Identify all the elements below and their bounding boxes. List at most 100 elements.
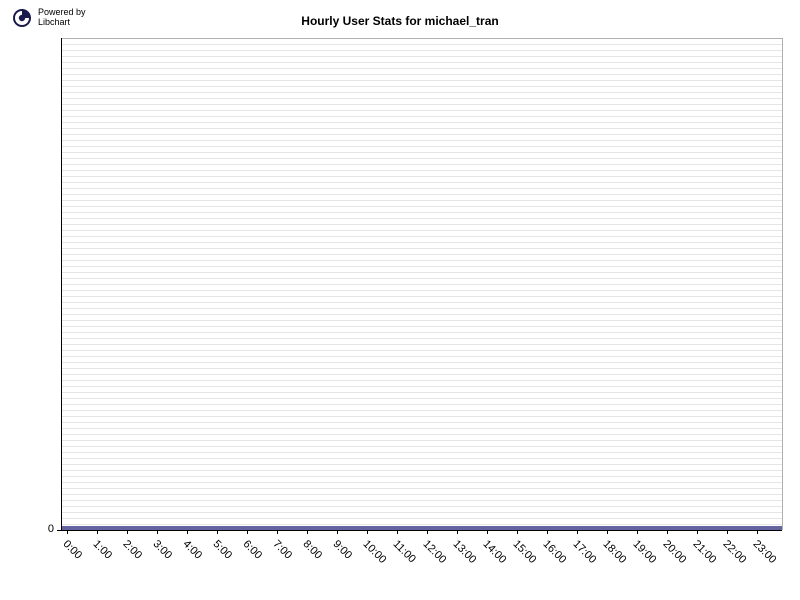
grid-line — [62, 296, 782, 297]
grid-line — [62, 104, 782, 105]
grid-line — [62, 416, 782, 417]
x-tick-label: 21:00 — [690, 538, 718, 566]
x-tick-label: 14:00 — [480, 538, 508, 566]
x-tick-label: 10:00 — [360, 538, 388, 566]
grid-line — [62, 290, 782, 291]
x-tick-label: 9:00 — [330, 538, 354, 562]
x-tick-label: 2:00 — [120, 538, 144, 562]
grid-line — [62, 212, 782, 213]
grid-line — [62, 68, 782, 69]
grid-line — [62, 188, 782, 189]
grid-line — [62, 482, 782, 483]
grid-line — [62, 446, 782, 447]
x-axis-line — [61, 530, 782, 531]
grid-line — [62, 422, 782, 423]
grid-line — [62, 134, 782, 135]
grid-line — [62, 344, 782, 345]
x-tick-label: 23:00 — [750, 538, 778, 566]
x-tick-label: 3:00 — [150, 538, 174, 562]
grid-line — [62, 98, 782, 99]
x-tick-label: 0:00 — [60, 538, 84, 562]
grid-line — [62, 236, 782, 237]
x-tick-label: 16:00 — [540, 538, 568, 566]
grid-line — [62, 350, 782, 351]
grid-line — [62, 260, 782, 261]
x-tick-label: 5:00 — [210, 538, 234, 562]
grid-line — [62, 62, 782, 63]
grid-line — [62, 182, 782, 183]
plot-top-border — [62, 38, 782, 39]
grid-line — [62, 302, 782, 303]
grid-line — [62, 392, 782, 393]
grid-line — [62, 170, 782, 171]
grid-line — [62, 518, 782, 519]
grid-line — [62, 206, 782, 207]
x-tick-label: 11:00 — [390, 538, 417, 565]
grid-line — [62, 494, 782, 495]
grid-line — [62, 452, 782, 453]
grid-line — [62, 266, 782, 267]
grid-line — [62, 332, 782, 333]
grid-line — [62, 356, 782, 357]
plot-right-border — [782, 38, 783, 530]
grid-line — [62, 374, 782, 375]
grid-line — [62, 434, 782, 435]
grid-line — [62, 74, 782, 75]
x-tick-label: 20:00 — [660, 538, 688, 566]
x-tick-label: 18:00 — [600, 538, 628, 566]
grid-line — [62, 506, 782, 507]
grid-line — [62, 110, 782, 111]
grid-line — [62, 404, 782, 405]
chart-plot-area — [62, 38, 782, 530]
x-tick-label: 4:00 — [180, 538, 204, 562]
grid-line — [62, 362, 782, 363]
grid-line — [62, 158, 782, 159]
y-tick-label: 0 — [14, 523, 54, 535]
grid-line — [62, 380, 782, 381]
grid-line — [62, 476, 782, 477]
grid-line — [62, 194, 782, 195]
grid-line — [62, 512, 782, 513]
grid-line — [62, 470, 782, 471]
grid-line — [62, 440, 782, 441]
x-tick-label: 12:00 — [420, 538, 448, 566]
grid-line — [62, 254, 782, 255]
grid-line — [62, 200, 782, 201]
x-tick-label: 22:00 — [720, 538, 748, 566]
x-tick-label: 19:00 — [630, 538, 658, 566]
x-tick-label: 15:00 — [510, 538, 538, 566]
grid-line — [62, 500, 782, 501]
grid-line — [62, 80, 782, 81]
chart-title: Hourly User Stats for michael_tran — [0, 14, 800, 28]
grid-line — [62, 314, 782, 315]
x-tick-label: 17:00 — [570, 538, 598, 566]
grid-line — [62, 410, 782, 411]
x-tick-label: 7:00 — [270, 538, 294, 562]
grid-line — [62, 524, 782, 525]
grid-line — [62, 368, 782, 369]
grid-line — [62, 116, 782, 117]
grid-line — [62, 230, 782, 231]
x-tick-label: 1:00 — [90, 538, 114, 562]
x-tick-label: 6:00 — [240, 538, 264, 562]
grid-line — [62, 44, 782, 45]
grid-line — [62, 458, 782, 459]
x-tick-label: 13:00 — [450, 538, 478, 566]
grid-line — [62, 56, 782, 57]
x-tick-label: 8:00 — [300, 538, 324, 562]
grid-line — [62, 320, 782, 321]
grid-line — [62, 272, 782, 273]
grid-line — [62, 464, 782, 465]
grid-line — [62, 140, 782, 141]
grid-line — [62, 488, 782, 489]
grid-line — [62, 128, 782, 129]
grid-line — [62, 284, 782, 285]
grid-line — [62, 398, 782, 399]
grid-line — [62, 218, 782, 219]
grid-line — [62, 164, 782, 165]
grid-line — [62, 242, 782, 243]
grid-line — [62, 338, 782, 339]
grid-line — [62, 308, 782, 309]
grid-line — [62, 278, 782, 279]
chart-gridlines — [62, 38, 782, 530]
